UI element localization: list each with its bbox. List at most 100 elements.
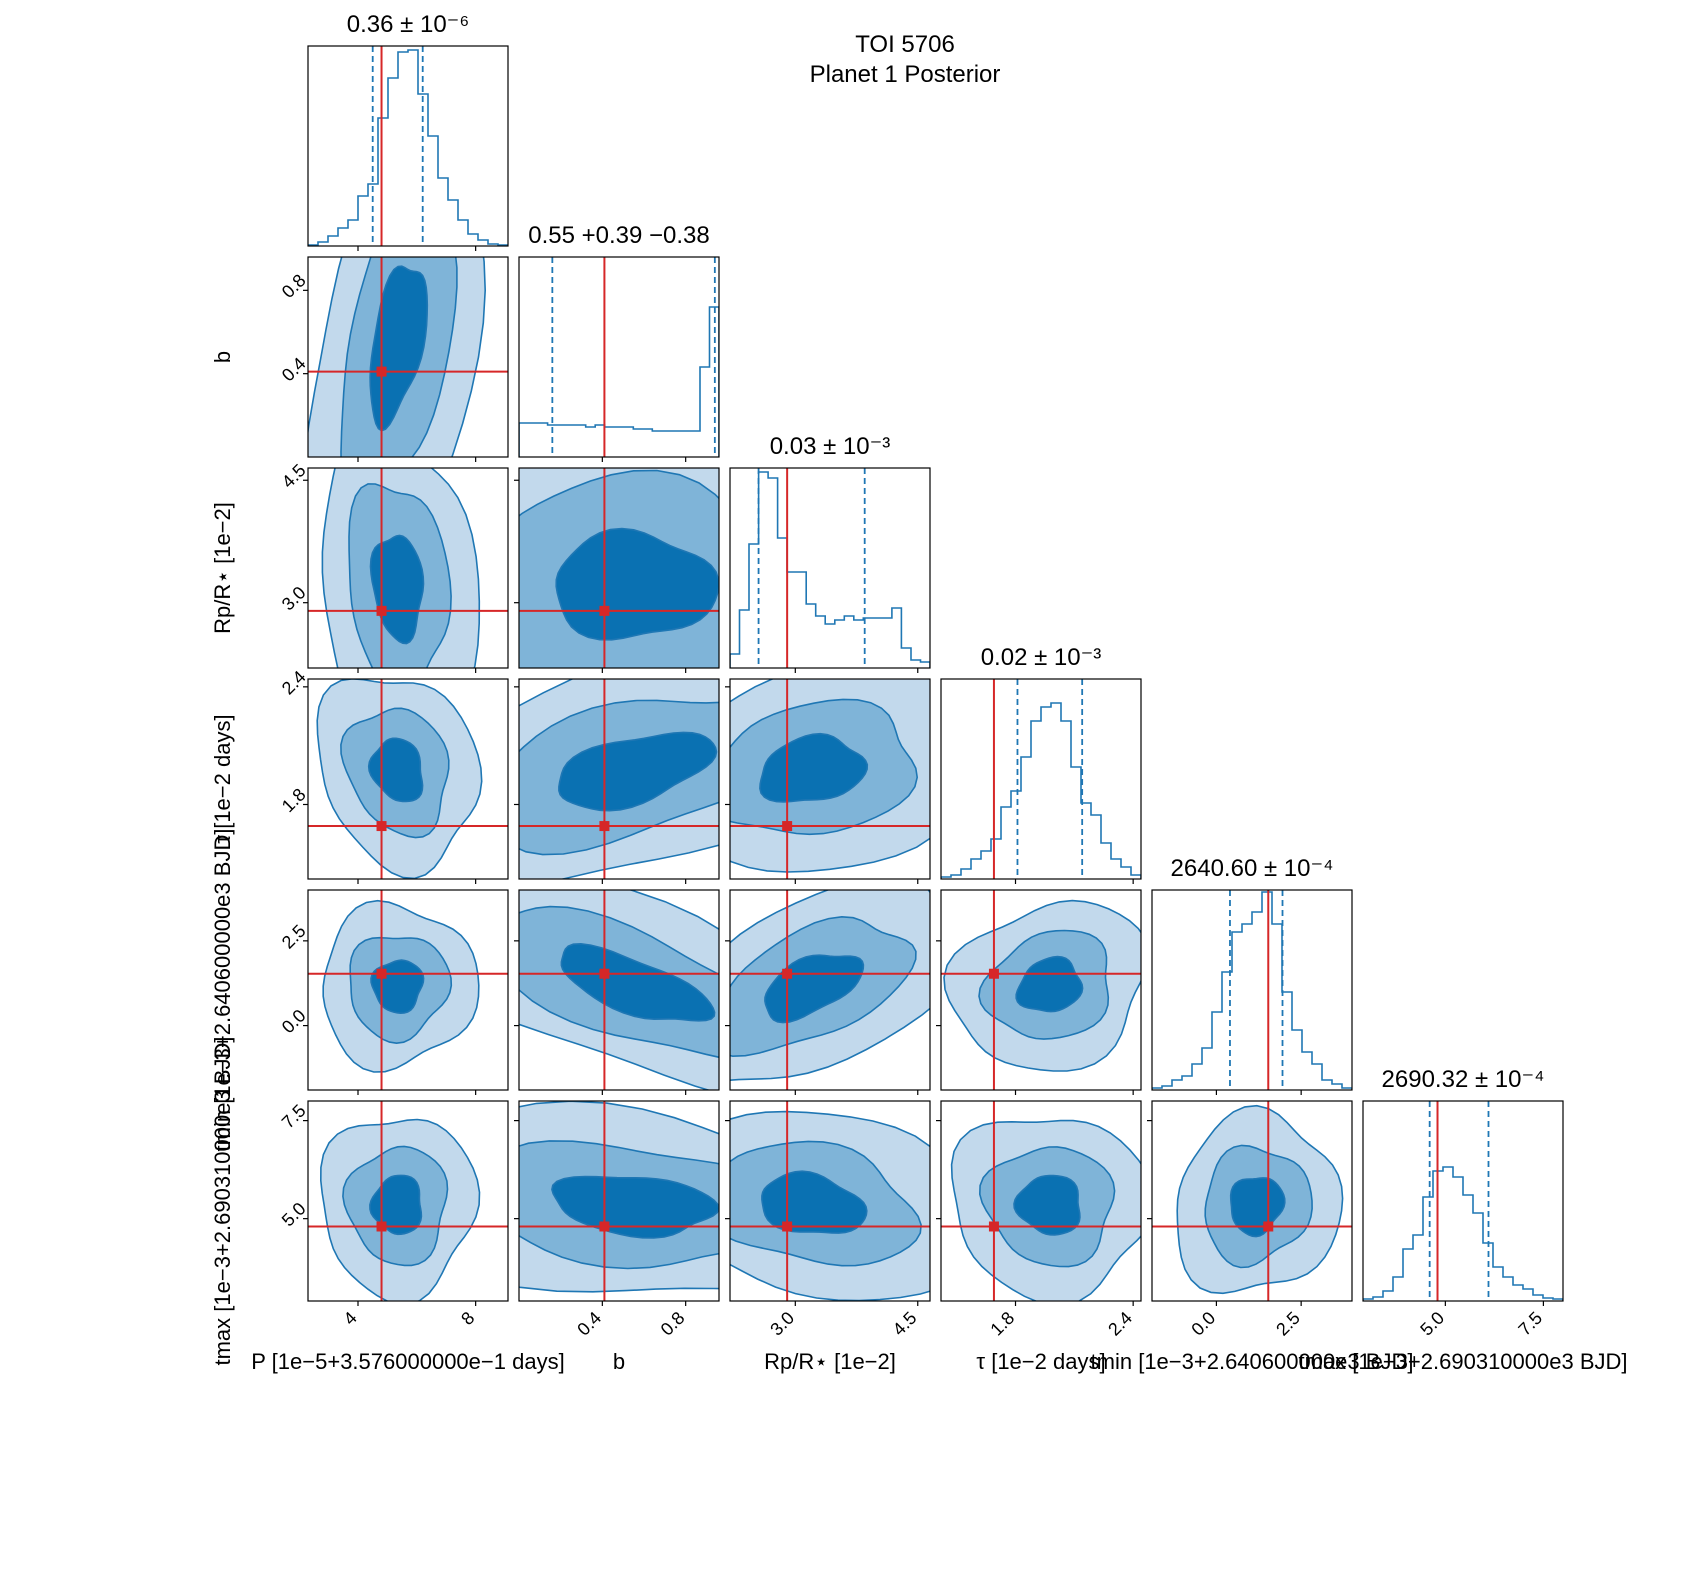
panel-frame	[1362, 1100, 1564, 1302]
y-tick-label-Rp-0: 3.0	[278, 583, 310, 615]
contour-panel-P-tmax	[308, 1101, 508, 1301]
contour-panel-b-Rp	[519, 468, 719, 668]
contour-level-2	[369, 534, 425, 645]
panel-frame	[940, 678, 1142, 880]
truth-marker	[599, 605, 610, 616]
x-tick-label-P-0: 4	[340, 1308, 361, 1329]
hist-steps-Rp	[730, 471, 930, 668]
title-tmin: 2640.60 ± 10⁻⁴	[1171, 855, 1334, 882]
y-axis-label-tmin: tmin [1e−3+2.640600000e3 BJD]	[210, 829, 235, 1152]
contour-level-2	[551, 1175, 719, 1239]
y-axis-label-Rp: Rp/R⋆ [1e−2]	[210, 502, 235, 634]
panel-frame	[307, 1100, 509, 1302]
truth-marker	[782, 821, 793, 832]
truth-marker	[782, 968, 793, 979]
hist-panel-tmax	[1363, 1101, 1563, 1301]
hist-panel-b	[519, 257, 719, 457]
contour-panel-tau-tmax	[941, 1101, 1141, 1301]
x-tick-label-tmax-0: 5.0	[1416, 1308, 1448, 1340]
contour-level-2	[560, 942, 716, 1022]
x-axis-label-tau: τ [1e−2 days]	[976, 1349, 1105, 1374]
panel-frame	[518, 678, 720, 880]
y-tick-label-tmin-0: 0.0	[278, 1005, 310, 1037]
x-tick-label-P-1: 8	[457, 1308, 478, 1329]
panel-frame	[1151, 1100, 1353, 1302]
panel-frame	[729, 889, 931, 1091]
y-tick-label-b-1: 0.8	[278, 270, 310, 302]
contour-panel-P-Rp	[308, 468, 508, 668]
panels-group	[303, 45, 1564, 1306]
x-tick-label-b-0: 0.4	[573, 1308, 605, 1340]
contour-level-2	[1015, 955, 1084, 1013]
hist-steps-tmin	[1152, 891, 1352, 1090]
panel-frame	[307, 467, 509, 669]
title-P: 0.36 ± 10⁻⁶	[347, 11, 469, 38]
figure-title-line2: Planet 1 Posterior	[810, 61, 1001, 88]
hist-steps-tmax	[1363, 1166, 1563, 1301]
y-tick-label-b-0: 0.4	[278, 354, 310, 386]
panel-frame	[518, 889, 720, 1091]
y-tick-label-tmax-1: 7.5	[278, 1100, 310, 1132]
panel-frame	[307, 678, 509, 880]
contour-panel-b-tmin	[519, 890, 719, 1090]
x-tick-label-b-1: 0.8	[657, 1308, 689, 1340]
panel-frame	[518, 256, 720, 458]
y-tick-label-tau-0: 1.8	[278, 784, 310, 816]
x-axis-label-b: b	[613, 1349, 625, 1374]
truth-marker	[599, 968, 610, 979]
contour-panel-tmin-tmax	[1152, 1101, 1352, 1301]
panel-frame	[518, 1100, 720, 1302]
truth-marker	[376, 1221, 387, 1232]
y-tick-label-tmin-1: 2.5	[278, 921, 310, 953]
truth-marker	[599, 821, 610, 832]
panel-frame	[729, 467, 931, 669]
panel-frame	[729, 1100, 931, 1302]
y-tick-label-tmax-0: 5.0	[278, 1198, 310, 1230]
contour-level-2	[555, 527, 719, 641]
contour-panel-P-tmin	[308, 890, 508, 1090]
x-tick-label-tau-0: 1.8	[986, 1308, 1018, 1340]
contour-panel-b-tau	[519, 679, 719, 879]
figure-title-line1: TOI 5706	[855, 31, 955, 58]
truth-marker	[376, 605, 387, 616]
y-axis-label-b: b	[210, 351, 235, 363]
panel-frame	[729, 678, 931, 880]
contour-panel-b-tmax	[519, 1101, 719, 1301]
x-tick-label-tau-1: 2.4	[1104, 1308, 1136, 1340]
panel-frame	[307, 45, 509, 247]
hist-steps-P	[308, 49, 508, 246]
x-axis-label-Rp: Rp/R⋆ [1e−2]	[764, 1349, 896, 1374]
panel-frame	[940, 1100, 1142, 1302]
contour-level-2	[1013, 1174, 1081, 1236]
hist-panel-P	[308, 46, 508, 246]
truth-marker	[1263, 1221, 1274, 1232]
panel-frame	[307, 256, 509, 458]
y-axis-label-tmax: tmax [1e−3+2.690310000e3 BJD]	[210, 1036, 235, 1365]
contour-panel-Rp-tau	[730, 679, 930, 879]
x-axis-label-P: P [1e−5+3.576000000e−1 days]	[251, 1349, 564, 1374]
contour-panel-Rp-tmax	[730, 1101, 930, 1301]
hist-panel-tmin	[1152, 890, 1352, 1090]
y-axis-label-tau: τ [1e−2 days]	[210, 714, 235, 843]
truth-marker	[376, 366, 387, 377]
hist-panel-tau	[941, 679, 1141, 879]
title-b: 0.55 +0.39 −0.38	[528, 222, 710, 249]
panel-frame	[940, 889, 1142, 1091]
contour-level-2	[369, 265, 429, 432]
x-tick-label-tmin-0: 0.0	[1187, 1308, 1219, 1340]
title-Rp: 0.03 ± 10⁻³	[770, 433, 891, 460]
contour-panel-P-b	[308, 257, 508, 457]
contour-level-2	[369, 1174, 423, 1236]
hist-panel-Rp	[730, 468, 930, 668]
panel-frame	[1151, 889, 1353, 1091]
x-tick-label-Rp-1: 4.5	[889, 1308, 921, 1340]
truth-marker	[988, 1221, 999, 1232]
title-tau: 0.02 ± 10⁻³	[981, 644, 1102, 671]
x-axis-label-tmax: tmax [1e−3+2.690310000e3 BJD]	[1298, 1349, 1627, 1374]
y-tick-label-Rp-1: 4.5	[278, 460, 310, 492]
truth-marker	[376, 821, 387, 832]
x-axis-label-tmin: tmin [1e−3+2.640600000e3 BJD]	[1091, 1349, 1414, 1374]
panel-frame	[518, 467, 720, 669]
panel-frame	[307, 889, 509, 1091]
